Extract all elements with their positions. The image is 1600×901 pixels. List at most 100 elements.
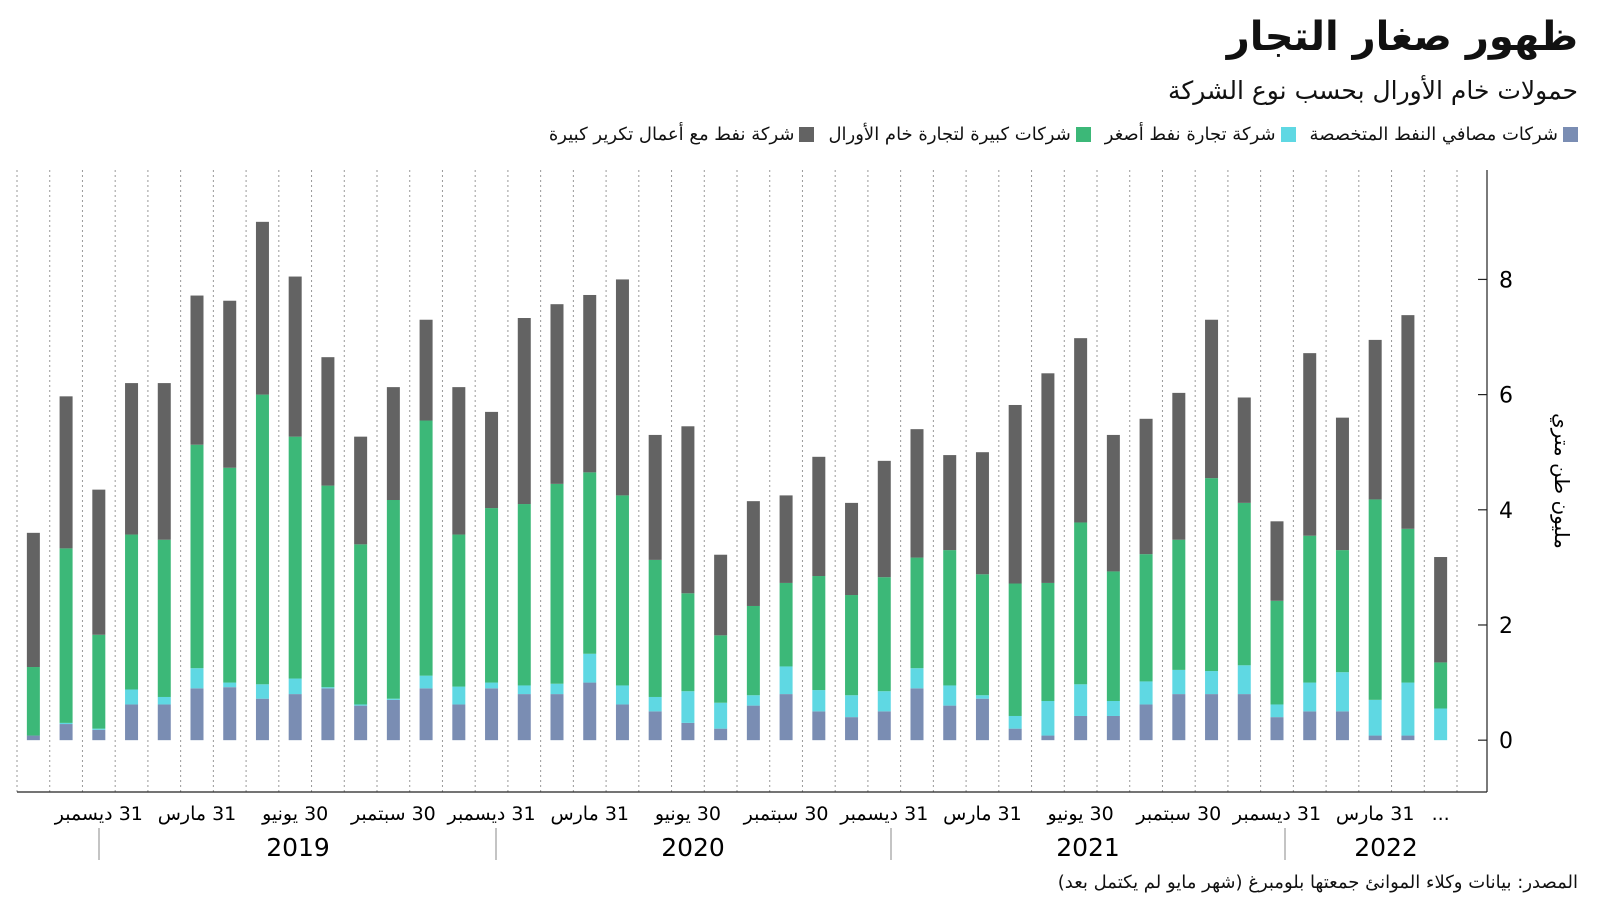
bar-segment [190,444,204,669]
x-tick-label: 30 سبتمبر [350,803,436,825]
bar-segment [321,687,335,689]
bar-segment [1172,392,1186,540]
legend-item: شركة نفط مع أعمال تكرير كبيرة [549,124,815,145]
bar-segment [354,544,368,705]
legend-swatch [1563,127,1578,142]
legend-swatch [799,127,815,142]
x-tick-label: ... [1432,803,1450,825]
chart-title: ظهور صغار التجار [1226,14,1578,60]
bar-segment [157,696,171,705]
bar-segment [943,455,957,551]
bar-segment [746,605,760,696]
bar-segment [92,489,106,635]
x-tick-label: 31 ديسمبر [54,803,143,825]
bar-segment [452,704,466,741]
bar-segment [223,467,237,683]
bar-segment [714,702,728,729]
bar-segment [877,691,891,712]
bar-segment [681,426,695,594]
bar-segment [1401,735,1415,741]
legend: شركات مصافي النفط المتخصصة شركة تجارة نفط… [549,124,1578,145]
bar-segment [321,688,335,741]
bar-segment [125,689,139,705]
bar-segment [223,687,237,741]
bar-segment [681,691,695,723]
x-tick-label: 30 يونيو [261,803,328,825]
bar-segment [648,711,662,741]
legend-item: شركات مصافي النفط المتخصصة [1310,124,1578,145]
bar-segment [1139,681,1153,705]
bar-segment [157,539,171,697]
bar-segment [92,729,106,741]
bar-segment [615,685,629,705]
y-tick-label: 4 [1499,499,1513,524]
bar-segment [1008,715,1022,729]
year-label: 2021 [1056,833,1120,862]
bar-segment [517,504,531,686]
bar-segment [419,319,433,421]
y-tick-label: 2 [1499,614,1513,639]
bar-segment [681,722,695,741]
bar-segment [485,411,499,509]
bar-segment [59,724,73,741]
bar-segment [321,357,335,486]
bar-segment [779,495,793,583]
bar-segment [877,577,891,692]
x-tick-label: 30 سبتمبر [743,803,829,825]
bar-segment [288,276,302,437]
bar-segment [1008,404,1022,584]
bar-segment [1335,550,1349,673]
bar-segment [26,667,40,736]
bar-segment [1270,600,1284,705]
bar-segment [452,387,466,535]
bar-segment [288,436,302,679]
bar-segment [910,668,924,689]
bar-segment [452,534,466,687]
bar-segment [386,500,400,699]
bar-segment [714,635,728,703]
bar-segment [1041,582,1055,702]
bar-segment [910,429,924,558]
bar-segment [615,495,629,686]
bar-segment [485,508,499,683]
bar-segment [877,711,891,741]
bar-segment [1335,417,1349,551]
bar-segment [59,722,73,725]
bar-segment [648,696,662,712]
bar-segment [255,698,269,741]
bar-segment [975,698,989,741]
bar-segment [485,688,499,741]
bar-segment [1172,694,1186,741]
x-tick-label: 31 مارس [550,803,629,825]
bar-segment [321,485,335,688]
bar-segment [1041,373,1055,583]
chart-subtitle: حمولات خام الأورال بحسب نوع الشركة [1167,76,1578,105]
y-tick-label: 0 [1499,729,1513,754]
bar-segment [255,394,269,685]
bar-segment [452,686,466,705]
bar-segment [812,576,826,691]
bar-segment [812,456,826,577]
bar-segment [910,557,924,669]
x-tick-label: 31 ديسمبر [446,803,535,825]
year-label: 2022 [1354,833,1418,862]
bar-segment [157,704,171,741]
legend-label: شركة نفط مع أعمال تكرير كبيرة [548,124,795,145]
legend-label: شركات كبيرة لتجارة خام الأورال [828,124,1071,145]
bar-segment [1401,682,1415,736]
bar-segment [255,684,269,699]
bar-segment [1205,694,1219,741]
bar-segment [26,532,40,668]
bar-segment [1139,704,1153,741]
bar-segment [812,711,826,741]
x-tick-label: 31 ديسمبر [1232,803,1321,825]
bar-segment [648,559,662,697]
bar-segment [746,705,760,741]
bar-segment [1237,665,1251,695]
bar-segment [386,387,400,501]
bar-segment [26,735,40,741]
bar-segment [1270,717,1284,741]
bar-segment [1434,557,1448,663]
x-tick-label: 30 سبتمبر [1135,803,1221,825]
